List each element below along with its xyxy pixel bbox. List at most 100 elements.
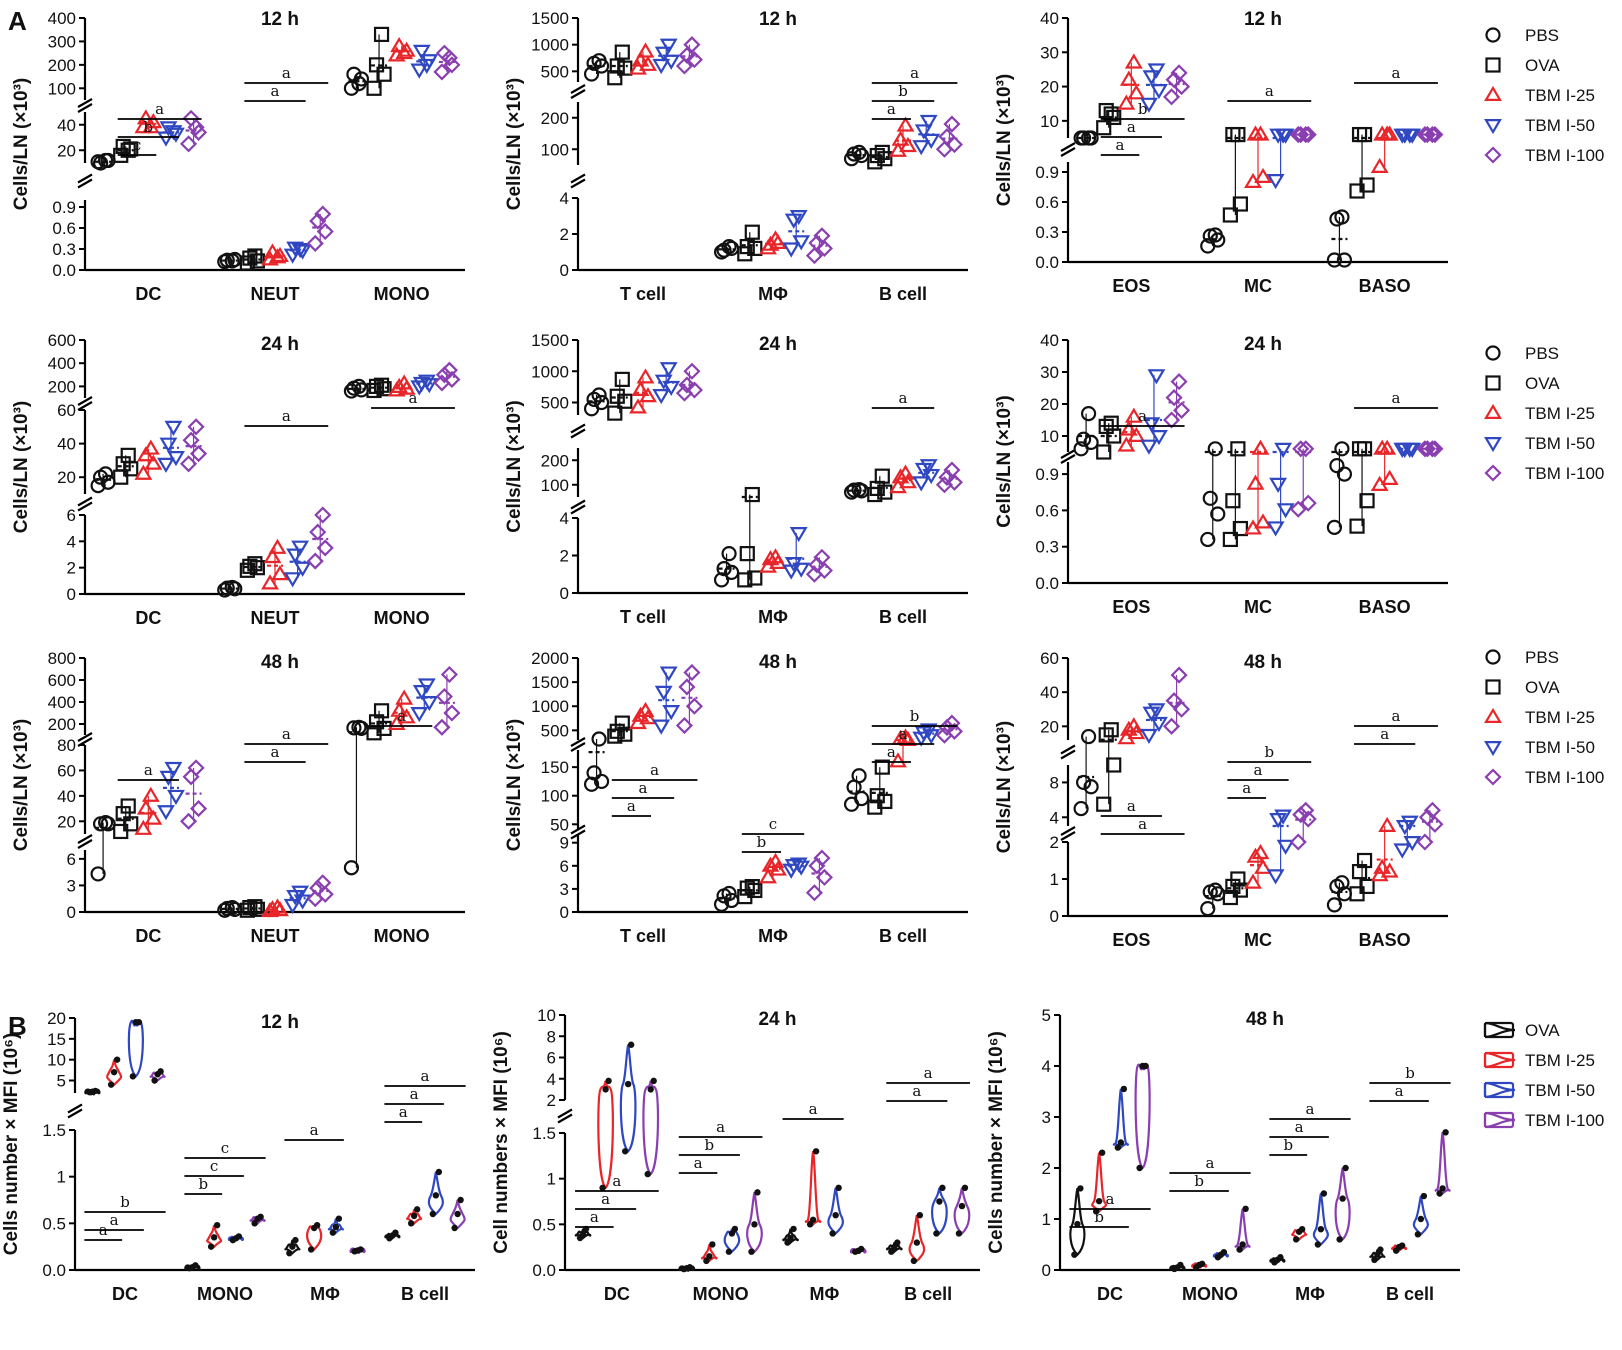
legend-label: TBM I-25	[1525, 404, 1595, 423]
legend-label: TBM I-25	[1525, 1051, 1595, 1070]
violin-point	[1177, 1261, 1184, 1269]
marker-pbs	[583, 66, 600, 82]
marker-tbm100	[443, 370, 461, 388]
chart-A-24-1: 0 2 4 6 20 40 60 200 400 600 24 h Cells/LN (×10³) DC…	[11, 331, 465, 628]
marker-tbm50	[291, 243, 310, 259]
marker-tbm25	[766, 852, 785, 868]
axis-break-mark	[570, 829, 586, 840]
marker-tbm100	[1297, 801, 1315, 819]
marker-tbm50	[919, 459, 938, 475]
violin-point	[894, 1239, 901, 1246]
marker-tbm50	[157, 131, 175, 147]
violin-point	[292, 1236, 299, 1244]
legend-label: TBM I-50	[1525, 738, 1595, 757]
marker-pbs	[1336, 466, 1353, 482]
marker-ova	[1230, 126, 1246, 143]
marker-ova	[744, 224, 760, 240]
marker-tbm25	[1251, 439, 1270, 455]
marker-tbm50	[1147, 63, 1166, 79]
marker-tbm100	[309, 879, 327, 897]
marker-ova	[1232, 520, 1248, 537]
significance-label: c	[221, 1139, 229, 1157]
y-tick-label: 1.5	[532, 1124, 556, 1143]
y-tick-label: 0.9	[52, 198, 76, 217]
category-label: MΦ	[310, 1284, 340, 1304]
marker-ova	[1098, 727, 1114, 743]
violin-point	[933, 1230, 940, 1237]
marker-tbm100	[309, 212, 327, 230]
y-tick-label: 100	[541, 476, 569, 495]
violin-point	[1298, 1226, 1306, 1233]
chart-A-24-3: 0.0 0.3 0.6 0.9 10 20 30 40 24 h Cells/LN (×10³) E…	[994, 331, 1448, 617]
marker-ova	[368, 57, 385, 73]
category-label: BASO	[1359, 930, 1411, 950]
y-tick-label: 30	[1040, 43, 1059, 62]
marker-tbm50	[410, 706, 429, 723]
marker-tbm25	[268, 248, 287, 264]
chart-title: 24 h	[758, 1009, 796, 1030]
violin-point	[1198, 1260, 1206, 1268]
marker-pbs	[721, 546, 737, 562]
marker-tbm25	[636, 701, 655, 718]
significance-label: b	[198, 1175, 208, 1193]
y-tick-label: 2	[1050, 833, 1059, 852]
marker-tbm100	[440, 361, 458, 379]
chart-title: 12 h	[261, 9, 299, 30]
marker-tbm100	[309, 523, 327, 541]
marker-tbm25	[769, 860, 787, 876]
violin-tbmi50	[931, 1187, 948, 1235]
marker-tbm50	[652, 719, 671, 735]
violin-point	[113, 1056, 121, 1063]
marker-tbm100	[1170, 64, 1188, 82]
marker-tbm50	[659, 38, 678, 54]
violin-point	[1414, 1231, 1422, 1238]
marker-tbm100	[316, 222, 334, 241]
violin-point	[432, 1192, 440, 1199]
axis-break-mark	[570, 824, 586, 835]
marker-tbm100	[683, 362, 701, 380]
marker-pbs	[846, 482, 862, 498]
violin-tbmi100	[953, 1187, 971, 1235]
significance-label: a	[887, 100, 896, 118]
category-label: NEUT	[251, 284, 300, 304]
marker-tbm100	[1289, 833, 1307, 851]
y-tick-label: 15	[47, 1030, 66, 1049]
significance-label: a	[282, 64, 291, 82]
panel-label-b: B	[8, 1011, 27, 1041]
y-tick-label: 8	[547, 1027, 556, 1046]
violin-point	[1236, 1246, 1243, 1253]
legend-swatch	[1483, 1081, 1515, 1099]
marker-ova	[747, 570, 763, 586]
y-tick-label: 60	[57, 761, 76, 780]
marker-ova	[739, 239, 755, 255]
y-tick-label: 1	[57, 1168, 66, 1187]
y-tick-label: 20	[47, 1009, 66, 1028]
violin-point	[213, 1222, 221, 1229]
marker-ova	[1232, 196, 1248, 212]
y-tick-label: 4	[67, 532, 76, 551]
y-tick-label: 0.9	[1035, 465, 1059, 484]
marker-tbm25	[136, 109, 155, 125]
y-tick-label: 60	[1040, 649, 1059, 668]
marker-tbm50	[1147, 369, 1166, 385]
axis-break-mark	[570, 423, 586, 434]
marker-tbm100	[1292, 440, 1310, 458]
marker-tbm25	[271, 565, 289, 581]
marker-tbm50	[1142, 70, 1161, 86]
marker-tbm50	[167, 789, 185, 806]
category-label: B cell	[1386, 1284, 1434, 1304]
legend-swatch	[1483, 1021, 1515, 1039]
marker-tbm100	[1418, 808, 1436, 826]
marker-tbm100	[943, 115, 961, 133]
marker-tbm25	[766, 230, 785, 246]
y-tick-label: 1	[547, 1170, 556, 1189]
y-tick-label: 10	[1040, 112, 1059, 131]
marker-tbm100	[945, 473, 963, 491]
violin-point	[1420, 1192, 1428, 1200]
violin-tbmi50	[127, 1019, 144, 1078]
y-tick-label: 100	[541, 787, 569, 806]
chart-B-24: 0.0 0.5 1 1.5 2 4 6 8 10 24 h Cell numbers × MFI (…	[491, 1006, 980, 1304]
y-tick-label: 200	[48, 715, 76, 734]
legend-label: OVA	[1525, 678, 1560, 697]
marker-tbm100	[1297, 440, 1315, 458]
